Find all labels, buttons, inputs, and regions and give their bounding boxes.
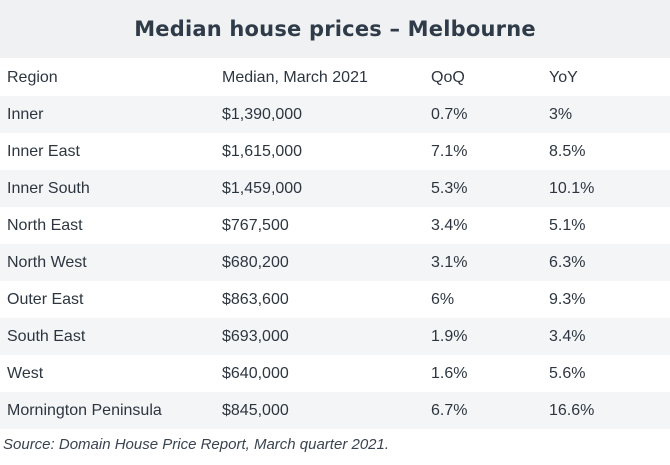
- cell-yoy: 6.3%: [549, 253, 586, 271]
- cell-yoy: 3%: [549, 105, 573, 123]
- cell-region: South East: [7, 327, 86, 345]
- cell-region: Outer East: [7, 290, 84, 308]
- cell-median: $1,390,000: [222, 105, 303, 123]
- cell-qoq: 3.1%: [431, 253, 468, 271]
- cell-qoq: 3.4%: [431, 216, 468, 234]
- cell-median: $863,600: [222, 290, 289, 308]
- source-note: Source: Domain House Price Report, March…: [3, 436, 390, 453]
- cell-yoy: 5.6%: [549, 364, 586, 382]
- table-row: West $640,000 1.6% 5.6%: [0, 355, 670, 392]
- cell-region: Inner: [7, 105, 44, 123]
- table-header-row: Region Median, March 2021 QoQ YoY: [0, 59, 670, 96]
- table-row: Inner $1,390,000 0.7% 3%: [0, 96, 670, 133]
- cell-region: North West: [7, 253, 87, 271]
- table-row: North West $680,200 3.1% 6.3%: [0, 244, 670, 281]
- cell-region: North East: [7, 216, 83, 234]
- cell-qoq: 1.6%: [431, 364, 468, 382]
- cell-region: Mornington Peninsula: [7, 401, 162, 419]
- page-title: Median house prices – Melbourne: [134, 17, 536, 41]
- cell-median: $845,000: [222, 401, 289, 419]
- cell-qoq: 7.1%: [431, 142, 468, 160]
- cell-median: $640,000: [222, 364, 289, 382]
- cell-yoy: 5.1%: [549, 216, 586, 234]
- cell-yoy: 10.1%: [549, 179, 595, 197]
- header-region: Region: [7, 68, 58, 86]
- table-row: Inner East $1,615,000 7.1% 8.5%: [0, 133, 670, 170]
- table-row: Outer East $863,600 6% 9.3%: [0, 281, 670, 318]
- cell-qoq: 6.7%: [431, 401, 468, 419]
- cell-median: $1,615,000: [222, 142, 303, 160]
- cell-median: $1,459,000: [222, 179, 303, 197]
- header-qoq: QoQ: [431, 68, 465, 86]
- cell-yoy: 3.4%: [549, 327, 586, 345]
- table-row: South East $693,000 1.9% 3.4%: [0, 318, 670, 355]
- cell-region: Inner East: [7, 142, 80, 160]
- header-median: Median, March 2021: [222, 68, 368, 86]
- cell-yoy: 8.5%: [549, 142, 586, 160]
- cell-median: $693,000: [222, 327, 289, 345]
- cell-region: Inner South: [7, 179, 90, 197]
- header-yoy: YoY: [549, 68, 578, 86]
- cell-qoq: 6%: [431, 290, 455, 308]
- cell-qoq: 5.3%: [431, 179, 468, 197]
- cell-qoq: 1.9%: [431, 327, 468, 345]
- table-row: Mornington Peninsula $845,000 6.7% 16.6%: [0, 392, 670, 429]
- cell-median: $767,500: [222, 216, 289, 234]
- cell-yoy: 16.6%: [549, 401, 595, 419]
- title-bar: Median house prices – Melbourne: [0, 0, 670, 58]
- cell-qoq: 0.7%: [431, 105, 468, 123]
- table-row: Inner South $1,459,000 5.3% 10.1%: [0, 170, 670, 207]
- table-row: North East $767,500 3.4% 5.1%: [0, 207, 670, 244]
- prices-table: Region Median, March 2021 QoQ YoY Inner …: [0, 59, 670, 429]
- cell-region: West: [7, 364, 44, 382]
- cell-yoy: 9.3%: [549, 290, 586, 308]
- cell-median: $680,200: [222, 253, 289, 271]
